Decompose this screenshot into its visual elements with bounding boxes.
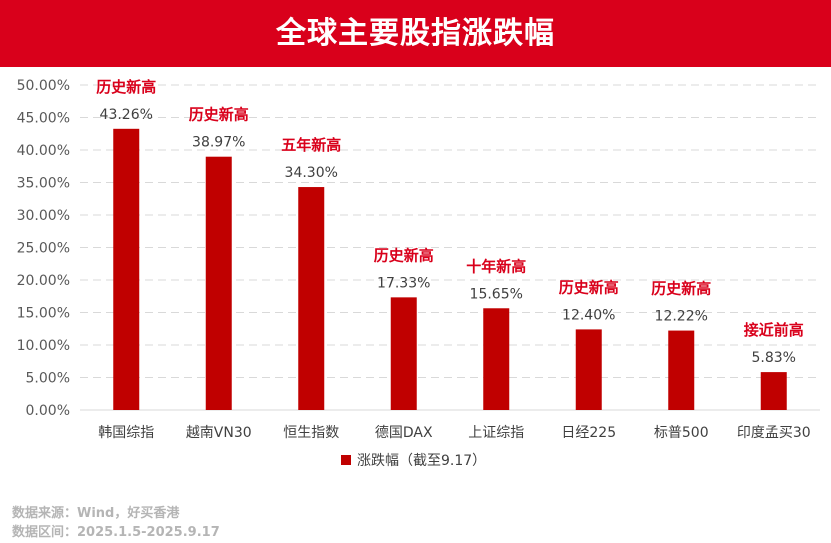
y-tick-label: 40.00% (17, 143, 70, 159)
bar (390, 297, 417, 410)
bar (298, 187, 325, 410)
annotation-label: 十年新高 (466, 257, 526, 275)
bar (668, 330, 695, 410)
data-label: 12.40% (562, 307, 615, 323)
annotation-label: 历史新高 (559, 278, 619, 296)
bar (760, 372, 787, 410)
legend-swatch (341, 455, 351, 465)
data-period-note: 数据区间：2025.1.5-2025.9.17 (12, 525, 220, 540)
x-tick-label: 恒生指数 (283, 425, 339, 441)
x-tick-label: 韩国综指 (98, 425, 154, 441)
y-tick-label: 5.00% (26, 371, 70, 387)
data-label: 15.65% (470, 286, 523, 302)
data-source-note: 数据来源：Wind，好买香港 (12, 506, 180, 521)
y-tick-label: 0.00% (26, 403, 70, 419)
annotation-label: 五年新高 (281, 136, 341, 154)
y-tick-label: 50.00% (17, 78, 70, 94)
data-label: 17.33% (377, 275, 430, 291)
y-tick-label: 35.00% (17, 176, 70, 192)
annotation-label: 历史新高 (189, 106, 249, 124)
x-tick-label: 上证综指 (468, 425, 524, 441)
y-tick-label: 30.00% (17, 208, 70, 224)
x-tick-label: 标普500 (654, 425, 709, 441)
data-label: 43.26% (100, 107, 153, 123)
x-tick-label: 印度孟买30 (737, 425, 811, 441)
y-tick-label: 20.00% (17, 273, 70, 289)
x-tick-label: 日经225 (561, 425, 616, 441)
y-tick-label: 15.00% (17, 306, 70, 322)
y-tick-label: 25.00% (17, 241, 70, 257)
y-tick-label: 45.00% (17, 111, 70, 127)
annotation-label: 历史新高 (374, 246, 434, 264)
data-label: 38.97% (192, 135, 245, 151)
y-tick-label: 10.00% (17, 338, 70, 354)
bar (575, 329, 602, 410)
chart-title-banner: 全球主要股指涨跌幅 (0, 0, 831, 67)
bar (483, 308, 510, 410)
x-tick-label: 德国DAX (375, 425, 433, 441)
bar (113, 128, 140, 410)
annotation-label: 历史新高 (651, 280, 711, 298)
data-label: 5.83% (752, 350, 796, 366)
annotation-label: 接近前高 (744, 321, 804, 339)
data-label: 34.30% (285, 165, 338, 181)
bar (205, 156, 232, 410)
bar-chart: 0.00% 5.00% 10.00% 15.00% 20.00% 25.00% 30.00%… (17, 78, 820, 469)
x-tick-label: 越南VN30 (186, 425, 252, 441)
annotation-label: 历史新高 (96, 78, 156, 96)
legend-label: 涨跌幅（截至9.17） (357, 453, 486, 469)
data-label: 12.22% (655, 309, 708, 325)
